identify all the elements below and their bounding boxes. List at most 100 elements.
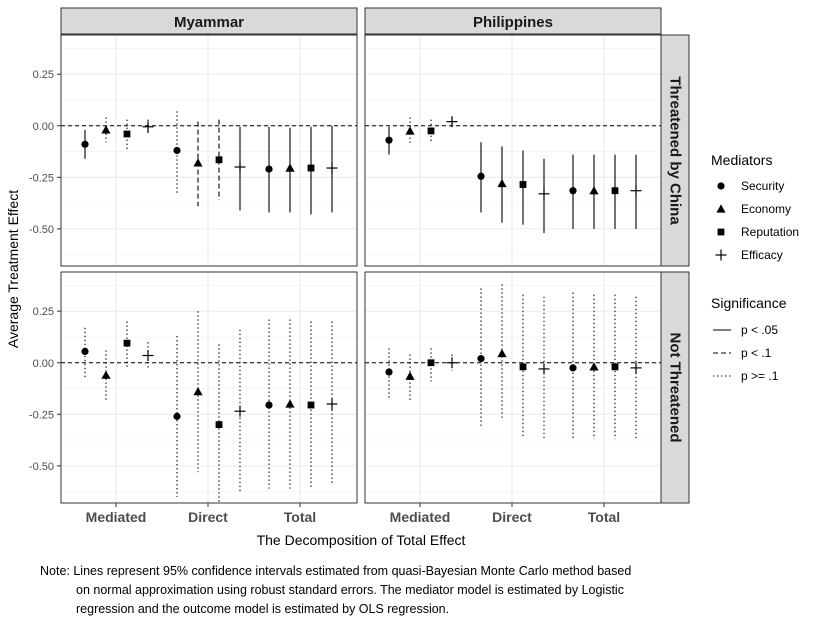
point-mediated-efficacy [142, 350, 154, 362]
point-direct-efficacy [538, 363, 550, 375]
legend-key-security [717, 182, 725, 190]
point-mediated-security [81, 347, 89, 356]
panel-background [61, 35, 357, 266]
legend-significance-title: Significance [711, 295, 787, 311]
point-total-efficacy [326, 162, 338, 174]
note-line-2: on normal approximation using robust sta… [76, 583, 624, 597]
point-mediated-economy [405, 371, 415, 380]
point-mediated-reputation [427, 359, 435, 367]
strip-box-myammar [60, 7, 358, 35]
point-mediated-reputation [123, 339, 131, 347]
point-mediated-economy [101, 370, 111, 379]
point-direct-economy [497, 178, 507, 188]
point-direct-efficacy [234, 405, 246, 417]
legend-key-efficacy [715, 249, 727, 261]
panel-background [365, 272, 661, 503]
y-axis-title: Average Treatment Effect [5, 190, 21, 348]
panel-philippines-not-threatened [364, 271, 662, 504]
point-total-economy [589, 362, 599, 371]
y-tick-label: 0.00 [33, 121, 54, 133]
legend-label-solid: p < .05 [741, 323, 778, 337]
legend-key-reputation [717, 228, 725, 236]
legend-label-security: Security [741, 179, 784, 193]
point-direct-economy [193, 158, 203, 167]
x-tick-label-direct: Direct [188, 509, 228, 525]
point-direct-security [477, 172, 485, 180]
point-direct-reputation [519, 181, 527, 188]
y-tick-label: 0.25 [33, 69, 54, 81]
point-mediated-security [385, 136, 393, 144]
point-mediated-security [385, 368, 393, 376]
note-line-1: Note: Lines represent 95% confidence int… [40, 564, 632, 578]
point-direct-security [477, 355, 485, 363]
x-axis-title: The Decomposition of Total Effect [257, 532, 466, 548]
point-total-reputation [307, 164, 315, 172]
point-total-economy [285, 163, 295, 172]
point-mediated-efficacy [446, 116, 458, 128]
point-direct-reputation [215, 156, 223, 164]
point-mediated-economy [405, 126, 415, 135]
strip-box-row-1 [660, 271, 690, 504]
panel-background [61, 272, 357, 503]
panel-philippines-threatened [364, 34, 662, 267]
point-total-security [569, 187, 577, 195]
legend-mediators-title: Mediators [711, 152, 772, 168]
point-total-security [569, 364, 577, 372]
x-tick-label-total: Total [588, 509, 620, 525]
point-direct-economy [193, 387, 203, 396]
x-tick-label-mediated: Mediated [86, 509, 147, 525]
faceted-chart: Myammar Philippines Threatened by China Not… [5, 7, 799, 548]
chart-note: Note: Lines represent 95% confidence int… [40, 562, 780, 619]
point-mediated-reputation [427, 127, 435, 135]
strip-label-philippines: Philippines [473, 14, 553, 31]
legend-label-economy: Economy [741, 202, 791, 216]
point-total-reputation [307, 401, 315, 409]
point-total-efficacy [326, 398, 338, 410]
point-mediated-efficacy [446, 357, 458, 369]
x-tick-label-total: Total [284, 509, 316, 525]
point-direct-security [173, 412, 181, 420]
y-tick-label: -0.50 [29, 461, 54, 473]
point-mediated-reputation [123, 130, 131, 138]
y-tick-label: 0.00 [33, 358, 54, 370]
legend-label-efficacy: Efficacy [741, 248, 783, 262]
point-direct-economy [497, 348, 507, 358]
legend-label-dotted: p >= .1 [741, 369, 779, 383]
panel-border [60, 34, 358, 267]
point-mediated-security [81, 140, 89, 148]
y-tick-label: -0.25 [29, 172, 54, 184]
panel-border [60, 271, 358, 504]
point-total-security [265, 165, 273, 173]
y-tick-label: -0.25 [29, 409, 54, 421]
point-direct-efficacy [538, 188, 550, 200]
strip-box-philippines [364, 7, 662, 35]
strip-box-row-0 [660, 34, 690, 267]
x-tick-label-mediated: Mediated [390, 509, 451, 525]
point-mediated-efficacy [142, 121, 154, 133]
point-direct-efficacy [234, 161, 246, 173]
panel-myammar-not-threatened [60, 271, 358, 504]
point-total-economy [589, 186, 599, 195]
point-total-efficacy [630, 185, 642, 197]
point-total-efficacy [630, 362, 642, 374]
note-line-3: regression and the outcome model is esti… [76, 602, 450, 616]
strip-label-row-0: Threatened by China [667, 76, 684, 225]
panel-myammar-threatened [60, 34, 358, 267]
y-tick-label: 0.25 [33, 306, 54, 318]
point-direct-reputation [215, 421, 223, 429]
panel-background [365, 35, 661, 266]
point-direct-security [173, 146, 181, 155]
legend-label-dashed: p < .1 [741, 346, 772, 360]
x-tick-label-direct: Direct [492, 509, 532, 525]
legend-label-reputation: Reputation [741, 225, 799, 239]
point-direct-reputation [519, 363, 527, 371]
point-total-reputation [611, 363, 619, 371]
strip-label-row-1: Not Threatened [667, 332, 684, 442]
y-tick-label: -0.50 [29, 224, 54, 236]
point-mediated-economy [101, 125, 111, 134]
strip-label-myammar: Myammar [174, 14, 244, 31]
legend-key-economy [716, 204, 726, 213]
point-total-reputation [611, 187, 619, 195]
point-total-security [265, 401, 273, 409]
point-total-economy [285, 399, 295, 408]
